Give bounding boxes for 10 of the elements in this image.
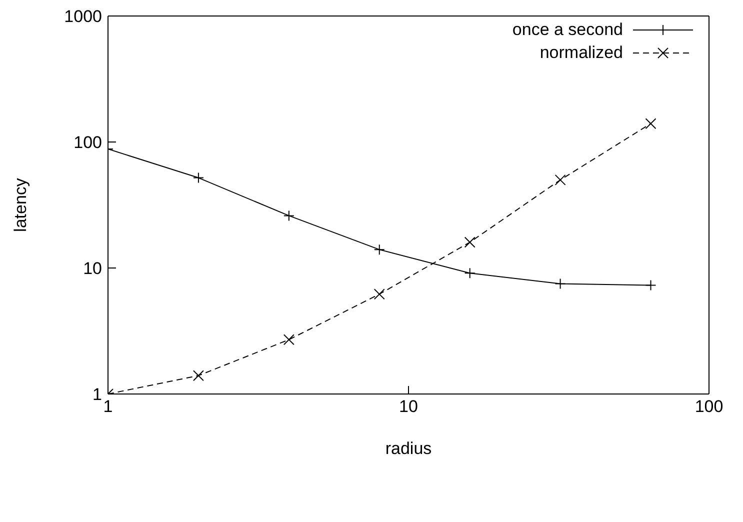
y-tick-label: 1000 — [64, 7, 102, 26]
x-tick-label: 10 — [399, 397, 418, 416]
legend-label: once a second — [512, 20, 623, 40]
x-axis-title: radius — [385, 439, 432, 458]
y-axis-title: latency — [11, 178, 30, 232]
y-tick-label: 10 — [83, 259, 102, 278]
y-tick-label: 1 — [92, 385, 102, 404]
y-tick-label: 100 — [74, 133, 102, 152]
x-tick-label: 100 — [694, 397, 724, 416]
legend-label: normalized — [540, 42, 623, 62]
